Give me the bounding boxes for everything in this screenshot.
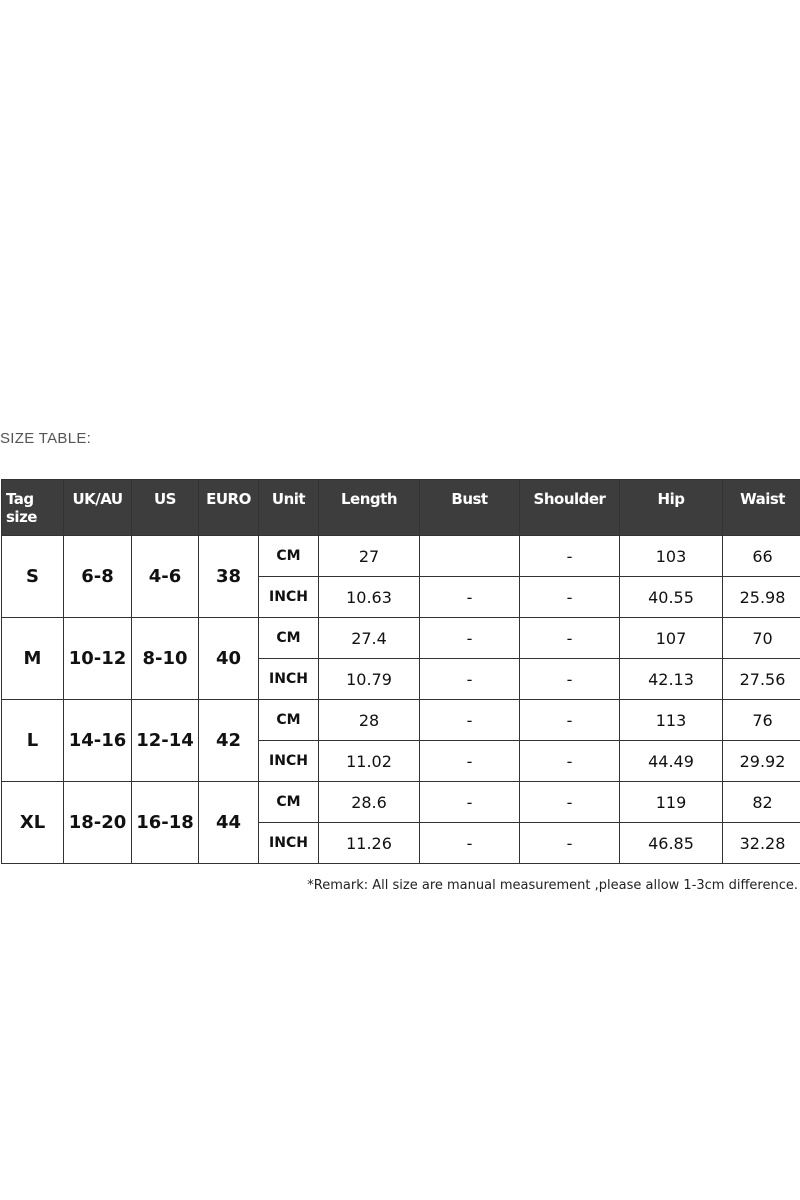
header-waist: Waist [722, 479, 800, 536]
header-euro: EURO [198, 479, 259, 536]
header-hip: Hip [619, 479, 723, 536]
waist-cell: 29.92 [722, 740, 800, 782]
shoulder-cell: - [519, 617, 620, 659]
length-cell: 28.6 [318, 781, 420, 823]
table-row: INCH 10.63- -40.55 25.98 [2, 576, 800, 618]
bust-cell: - [419, 822, 520, 864]
bust-cell: - [419, 740, 520, 782]
hip-cell: 107 [619, 617, 723, 659]
hip-cell: 42.13 [619, 658, 723, 700]
tag-size-cell: S [1, 535, 64, 618]
waist-cell: 66 [722, 535, 800, 577]
table-row: L 14-16 12-14 42 CM 28- -113 76 [1, 699, 800, 782]
waist-cell: 25.98 [722, 576, 800, 618]
shoulder-cell: - [519, 658, 620, 700]
unit-cell: CM [258, 781, 319, 823]
table-row: M 10-12 8-10 40 CM 27.4- -107 70 [1, 617, 800, 700]
header-uk-au: UK/AU [63, 479, 132, 536]
size-table: Tag size UK/AU US EURO Unit Length Bust … [1, 479, 800, 864]
length-cell: 11.26 [318, 822, 420, 864]
shoulder-cell: - [519, 576, 620, 618]
unit-cell: CM [258, 535, 319, 577]
uk-au-cell: 6-8 [63, 535, 132, 618]
header-us: US [131, 479, 199, 536]
bust-cell: - [419, 658, 520, 700]
uk-au-cell: 10-12 [63, 617, 132, 700]
uk-au-cell: 18-20 [63, 781, 132, 864]
waist-cell: 27.56 [722, 658, 800, 700]
length-cell: 10.63 [318, 576, 420, 618]
euro-cell: 40 [198, 617, 259, 700]
unit-cell: CM [258, 617, 319, 659]
euro-cell: 38 [198, 535, 259, 618]
table-row: S 6-8 4-6 38 CM 27-103 66 [1, 535, 800, 618]
bust-cell: - [419, 781, 520, 823]
unit-cell: INCH [258, 822, 319, 864]
tag-size-cell: M [1, 617, 64, 700]
shoulder-cell: - [519, 740, 620, 782]
uk-au-cell: 14-16 [63, 699, 132, 782]
header-length: Length [318, 479, 420, 536]
header-bust: Bust [419, 479, 520, 536]
hip-cell: 40.55 [619, 576, 723, 618]
us-cell: 16-18 [131, 781, 199, 864]
bust-cell [419, 535, 520, 577]
header-unit: Unit [258, 479, 319, 536]
header-row: Tag size UK/AU US EURO Unit Length Bust … [1, 479, 800, 536]
hip-cell: 113 [619, 699, 723, 741]
length-cell: 28 [318, 699, 420, 741]
shoulder-cell: - [519, 822, 620, 864]
header-tag-size: Tag size [1, 479, 64, 536]
bust-cell: - [419, 576, 520, 618]
waist-cell: 82 [722, 781, 800, 823]
unit-cell: CM [258, 699, 319, 741]
unit-cell: INCH [258, 576, 319, 618]
size-table-title: SIZE TABLE: [0, 430, 92, 447]
hip-cell: 119 [619, 781, 723, 823]
length-cell: 11.02 [318, 740, 420, 782]
remark-note: *Remark: All size are manual measurement… [307, 878, 798, 893]
us-cell: 12-14 [131, 699, 199, 782]
bust-cell: - [419, 699, 520, 741]
length-cell: 27.4 [318, 617, 420, 659]
us-cell: 8-10 [131, 617, 199, 700]
hip-cell: 44.49 [619, 740, 723, 782]
waist-cell: 76 [722, 699, 800, 741]
euro-cell: 42 [198, 699, 259, 782]
length-cell: 27 [318, 535, 420, 577]
shoulder-cell: - [519, 699, 620, 741]
shoulder-cell: - [519, 781, 620, 823]
table-row: INCH 11.26- -46.85 32.28 [2, 822, 800, 864]
tag-size-cell: L [1, 699, 64, 782]
hip-cell: 103 [619, 535, 723, 577]
length-cell: 10.79 [318, 658, 420, 700]
unit-cell: INCH [258, 658, 319, 700]
table-row: XL 18-20 16-18 44 CM 28.6- -119 82 [1, 781, 800, 864]
tag-size-cell: XL [1, 781, 64, 864]
bust-cell: - [419, 617, 520, 659]
euro-cell: 44 [198, 781, 259, 864]
hip-cell: 46.85 [619, 822, 723, 864]
header-shoulder: Shoulder [519, 479, 620, 536]
waist-cell: 70 [722, 617, 800, 659]
unit-cell: INCH [258, 740, 319, 782]
waist-cell: 32.28 [722, 822, 800, 864]
shoulder-cell: - [519, 535, 620, 577]
us-cell: 4-6 [131, 535, 199, 618]
